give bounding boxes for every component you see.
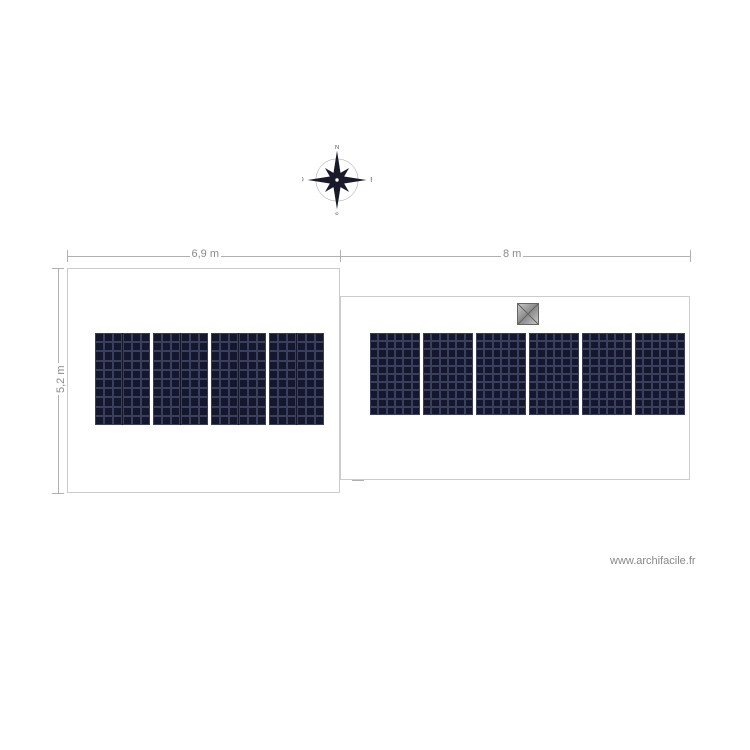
svg-text:S: S bbox=[335, 213, 339, 215]
solar-panel bbox=[582, 333, 632, 415]
solar-panel-group-left bbox=[95, 333, 324, 425]
solar-panel bbox=[153, 333, 208, 425]
svg-text:O: O bbox=[302, 178, 304, 184]
solar-panel bbox=[476, 333, 526, 415]
solar-panel bbox=[95, 333, 150, 425]
solar-panel bbox=[269, 333, 324, 425]
watermark-link[interactable]: www.archifacile.fr bbox=[610, 555, 696, 567]
solar-panel-group-right bbox=[370, 333, 685, 415]
solar-panel bbox=[423, 333, 473, 415]
solar-panel bbox=[370, 333, 420, 415]
roof-vent-icon bbox=[517, 303, 539, 325]
dimension-label: 6,9 m bbox=[190, 248, 222, 260]
solar-panel bbox=[211, 333, 266, 425]
solar-panel bbox=[635, 333, 685, 415]
compass-rose-icon: N S E O bbox=[302, 145, 372, 215]
dimension-label: 8 m bbox=[501, 248, 523, 260]
svg-text:N: N bbox=[335, 145, 339, 151]
svg-text:E: E bbox=[370, 178, 372, 184]
dimension-label: 5,2 m bbox=[55, 363, 67, 395]
solar-panel bbox=[529, 333, 579, 415]
plan-canvas: NSEO 6,9 m 8 m 5,2 m 4,3 m www.archifaci… bbox=[0, 0, 750, 750]
